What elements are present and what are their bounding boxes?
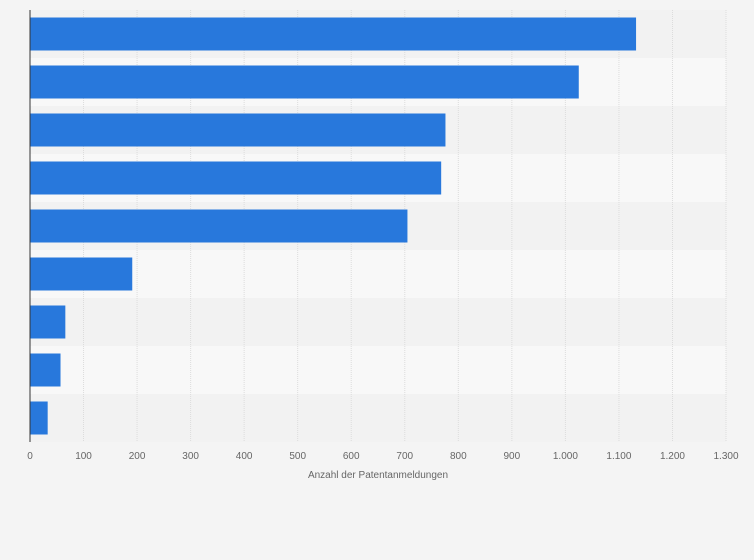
bar[interactable]	[30, 17, 637, 51]
bar[interactable]	[30, 401, 48, 435]
row-band	[30, 346, 726, 394]
x-tick-label: 800	[450, 451, 467, 462]
row-band	[30, 394, 726, 442]
x-tick-label: 200	[129, 451, 146, 462]
x-tick-label: 900	[504, 451, 521, 462]
bar[interactable]	[30, 113, 446, 147]
bar[interactable]	[30, 305, 66, 339]
x-tick-label: 400	[236, 451, 253, 462]
x-tick-label: 700	[396, 451, 413, 462]
x-tick-label: 600	[343, 451, 360, 462]
x-tick-label: 0	[27, 451, 33, 462]
x-tick-label: 1.200	[660, 451, 685, 462]
x-tick-label: 1.000	[553, 451, 578, 462]
x-tick-label: 500	[289, 451, 306, 462]
row-band	[30, 298, 726, 346]
bar[interactable]	[30, 257, 133, 291]
bars	[30, 17, 637, 435]
bar[interactable]	[30, 209, 408, 243]
x-axis-ticks: 0 100 200 300 400 500 600 700 800 900 1.000 1.100 1.…	[27, 451, 739, 462]
row-band	[30, 250, 726, 298]
x-tick-label: 1.300	[713, 451, 738, 462]
x-tick-label: 100	[75, 451, 92, 462]
bar[interactable]	[30, 65, 579, 99]
x-axis-title: Anzahl der Patentanmeldungen	[308, 470, 448, 481]
bar[interactable]	[30, 161, 442, 195]
bar[interactable]	[30, 353, 61, 387]
x-tick-label: 300	[182, 451, 199, 462]
x-tick-label: 1.100	[606, 451, 631, 462]
